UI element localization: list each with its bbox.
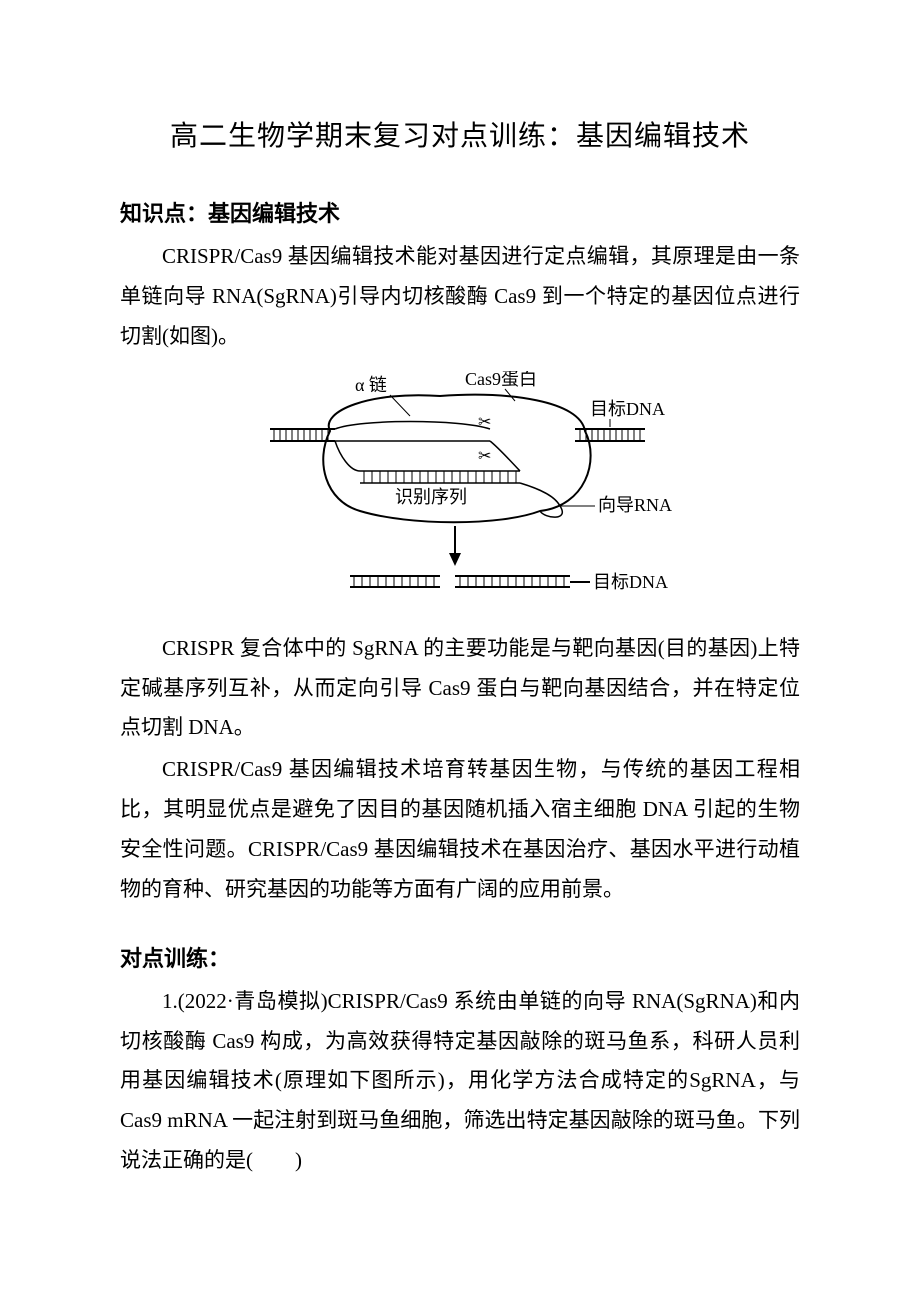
section-heading-knowledge: 知识点：基因编辑技术 xyxy=(120,193,800,235)
paragraph-intro: CRISPR/Cas9 基因编辑技术能对基因进行定点编辑，其原理是由一条单链向导… xyxy=(120,237,800,357)
question-1: 1.(2022·青岛模拟)CRISPR/Cas9 系统由单链的向导 RNA(Sg… xyxy=(120,982,800,1181)
label-target-dna-result: 目标DNA xyxy=(593,572,668,592)
arrow-head-icon xyxy=(449,553,461,566)
bend-left xyxy=(335,441,360,471)
crispr-diagram: ✂ ✂ xyxy=(120,371,800,611)
label-recognition: 识别序列 xyxy=(395,487,467,507)
label-guide-rna: 向导RNA xyxy=(598,495,672,515)
label-cas9: Cas9蛋白 xyxy=(465,371,537,389)
scissors-icon-bottom: ✂ xyxy=(478,448,491,465)
label-alpha-chain: α 链 xyxy=(355,375,387,395)
label-target-dna: 目标DNA xyxy=(590,399,665,419)
alpha-pointer xyxy=(390,395,410,416)
alpha-strand-inside xyxy=(335,421,490,429)
result-dna-right xyxy=(455,576,570,587)
dna-left-ticks xyxy=(274,429,328,441)
guide-rna-loop xyxy=(520,483,562,517)
paragraph-sgRNA-function: CRISPR 复合体中的 SgRNA 的主要功能是与靶向基因(目的基因)上特定碱… xyxy=(120,629,800,749)
result-dna-left xyxy=(350,576,440,587)
crispr-diagram-svg: ✂ ✂ xyxy=(240,371,680,611)
section-heading-exercises: 对点训练： xyxy=(120,938,800,980)
bend-right xyxy=(490,441,520,471)
scissors-icon-top: ✂ xyxy=(478,414,491,431)
paragraph-advantages: CRISPR/Cas9 基因编辑技术培育转基因生物，与传统的基因工程相比，其明显… xyxy=(120,750,800,910)
page-title: 高二生物学期末复习对点训练：基因编辑技术 xyxy=(120,110,800,163)
recog-ticks xyxy=(364,471,516,483)
